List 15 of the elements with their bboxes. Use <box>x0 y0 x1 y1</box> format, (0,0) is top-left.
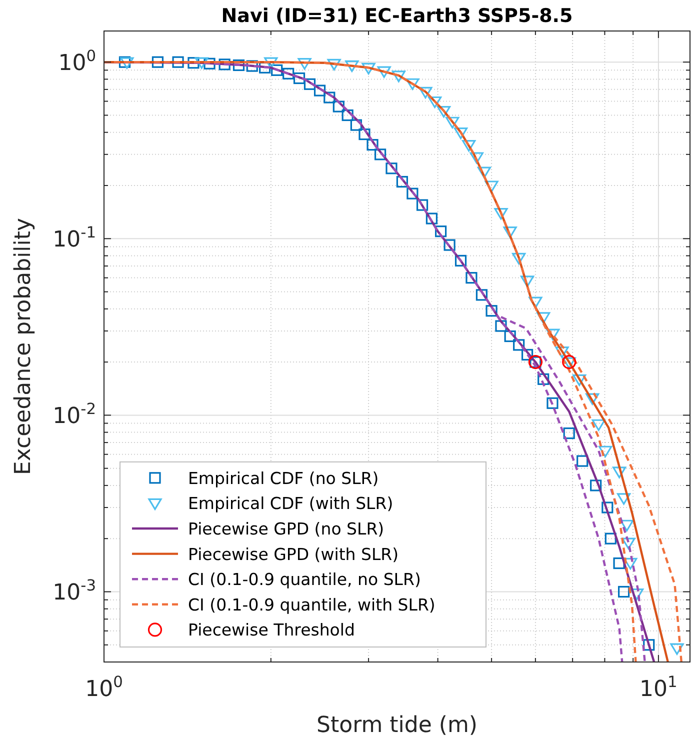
y-axis-title: Exceedance probability <box>11 218 36 476</box>
legend-label: CI (0.1-0.9 quantile, no SLR) <box>188 570 421 590</box>
legend-label: Piecewise Threshold <box>188 620 355 640</box>
legend-label: Empirical CDF (no SLR) <box>188 468 379 488</box>
y-tick-label: 10$^{-1}$ <box>52 224 96 253</box>
legend-label: Piecewise GPD (no SLR) <box>188 520 384 538</box>
y-tick-label: 10$^{-3}$ <box>52 576 96 606</box>
x-tick-label: 10$^{1}$ <box>640 673 678 702</box>
legend-label: CI (0.1-0.9 quantile, with SLR) <box>188 595 436 614</box>
y-tick-label: 10$^{0}$ <box>58 47 96 76</box>
x-axis-title: Storm tide (m) <box>316 713 478 738</box>
legend-label: Empirical CDF (with SLR) <box>188 494 394 514</box>
legend-label: Piecewise GPD (with SLR) <box>188 544 399 564</box>
chart-title: Navi (ID=31) EC-Earth3 SSP5-8.5 <box>221 5 573 27</box>
y-tick-label: 10$^{-2}$ <box>52 400 96 430</box>
